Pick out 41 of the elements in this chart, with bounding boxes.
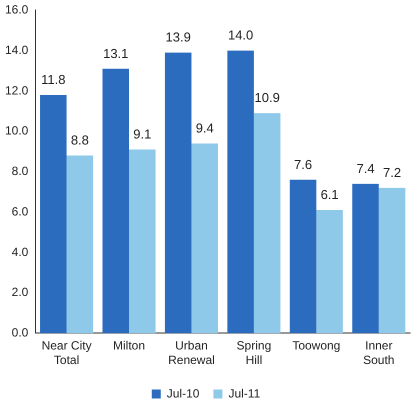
data-label: 10.9 bbox=[254, 90, 280, 106]
data-label: 8.8 bbox=[70, 132, 89, 148]
bar bbox=[40, 94, 67, 334]
bar bbox=[129, 149, 156, 334]
data-label: 14.0 bbox=[228, 28, 254, 43]
data-label: 7.6 bbox=[294, 156, 312, 172]
x-tick-label: Near City Total bbox=[42, 338, 92, 368]
y-tick-label: 0.0 bbox=[12, 326, 29, 340]
y-tick-label: 4.0 bbox=[12, 244, 29, 259]
x-tick-label: Milton bbox=[113, 338, 146, 353]
y-tick-label: 12.0 bbox=[4, 83, 29, 98]
bar bbox=[102, 68, 130, 334]
y-tick-label: 16.0 bbox=[4, 2, 29, 17]
x-tick-label: Toowong bbox=[292, 338, 340, 353]
y-tick-label: 8.0 bbox=[12, 164, 29, 178]
bar bbox=[227, 50, 254, 334]
data-label: 7.4 bbox=[356, 160, 375, 176]
bar bbox=[164, 52, 192, 334]
data-label: 13.9 bbox=[166, 30, 191, 45]
y-tick-label: 6.0 bbox=[12, 204, 29, 218]
data-label: 9.1 bbox=[133, 126, 152, 142]
bar bbox=[352, 184, 379, 334]
y-tick-label: 2.0 bbox=[12, 285, 29, 300]
bar bbox=[290, 180, 316, 334]
y-tick-label: 14.0 bbox=[4, 42, 29, 57]
bar bbox=[316, 210, 343, 334]
data-label: 6.1 bbox=[320, 187, 339, 202]
x-tick-label: Spring Hill bbox=[236, 338, 272, 368]
bar bbox=[191, 143, 218, 334]
data-label: 13.1 bbox=[103, 46, 128, 61]
x-tick-label: Urban Renewal bbox=[168, 338, 215, 368]
y-tick-label: 10.0 bbox=[4, 124, 29, 138]
legend-label: Jul-11 bbox=[228, 386, 261, 400]
bar bbox=[66, 156, 94, 334]
legend-label: Jul-10 bbox=[166, 386, 200, 400]
bar bbox=[254, 113, 280, 334]
x-tick-label: Inner South bbox=[363, 338, 394, 368]
data-label: 11.8 bbox=[41, 72, 66, 88]
bar bbox=[378, 188, 406, 334]
data-label: 7.2 bbox=[383, 164, 402, 180]
data-label: 9.4 bbox=[196, 120, 214, 136]
